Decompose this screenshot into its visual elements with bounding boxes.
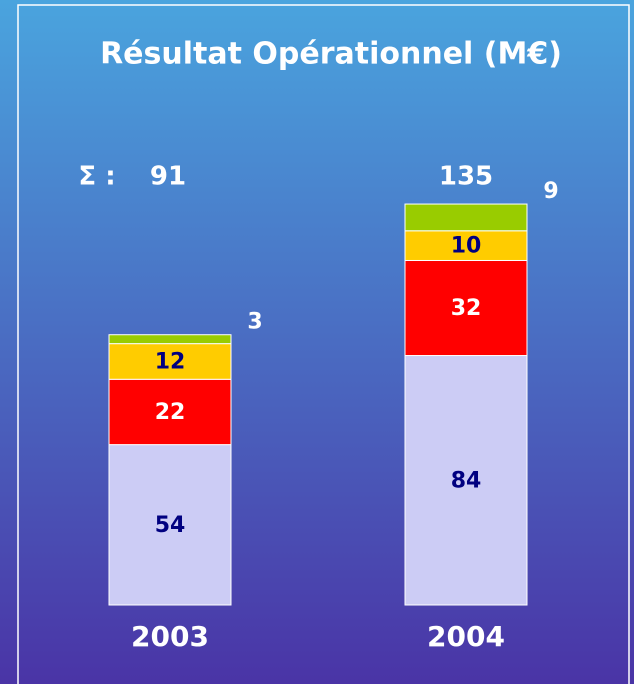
bar-segment [404,259,528,357]
value-label: 10 [451,234,482,259]
total-value: 91 [150,162,186,192]
total-label: Σ : [78,162,115,192]
value-label: 9 [543,179,558,204]
bar-segment [108,444,232,606]
value-label: 22 [155,400,186,425]
value-label: 54 [155,513,186,538]
value-label: 12 [155,349,186,374]
value-label: 32 [451,296,482,321]
chart-title: Résultat Opérationnel (M€) [100,37,562,72]
bar-segment [404,355,528,606]
total-value: 135 [439,162,493,192]
value-label: 84 [451,468,482,493]
x-tick-label: 2003 [131,620,209,653]
x-tick-label: 2004 [427,620,505,653]
value-label: 3 [247,310,262,335]
frame [17,4,630,684]
bar-segment [108,378,232,446]
bar-segment [404,230,528,261]
bar-segment [108,334,232,345]
bar-segment [404,203,528,232]
